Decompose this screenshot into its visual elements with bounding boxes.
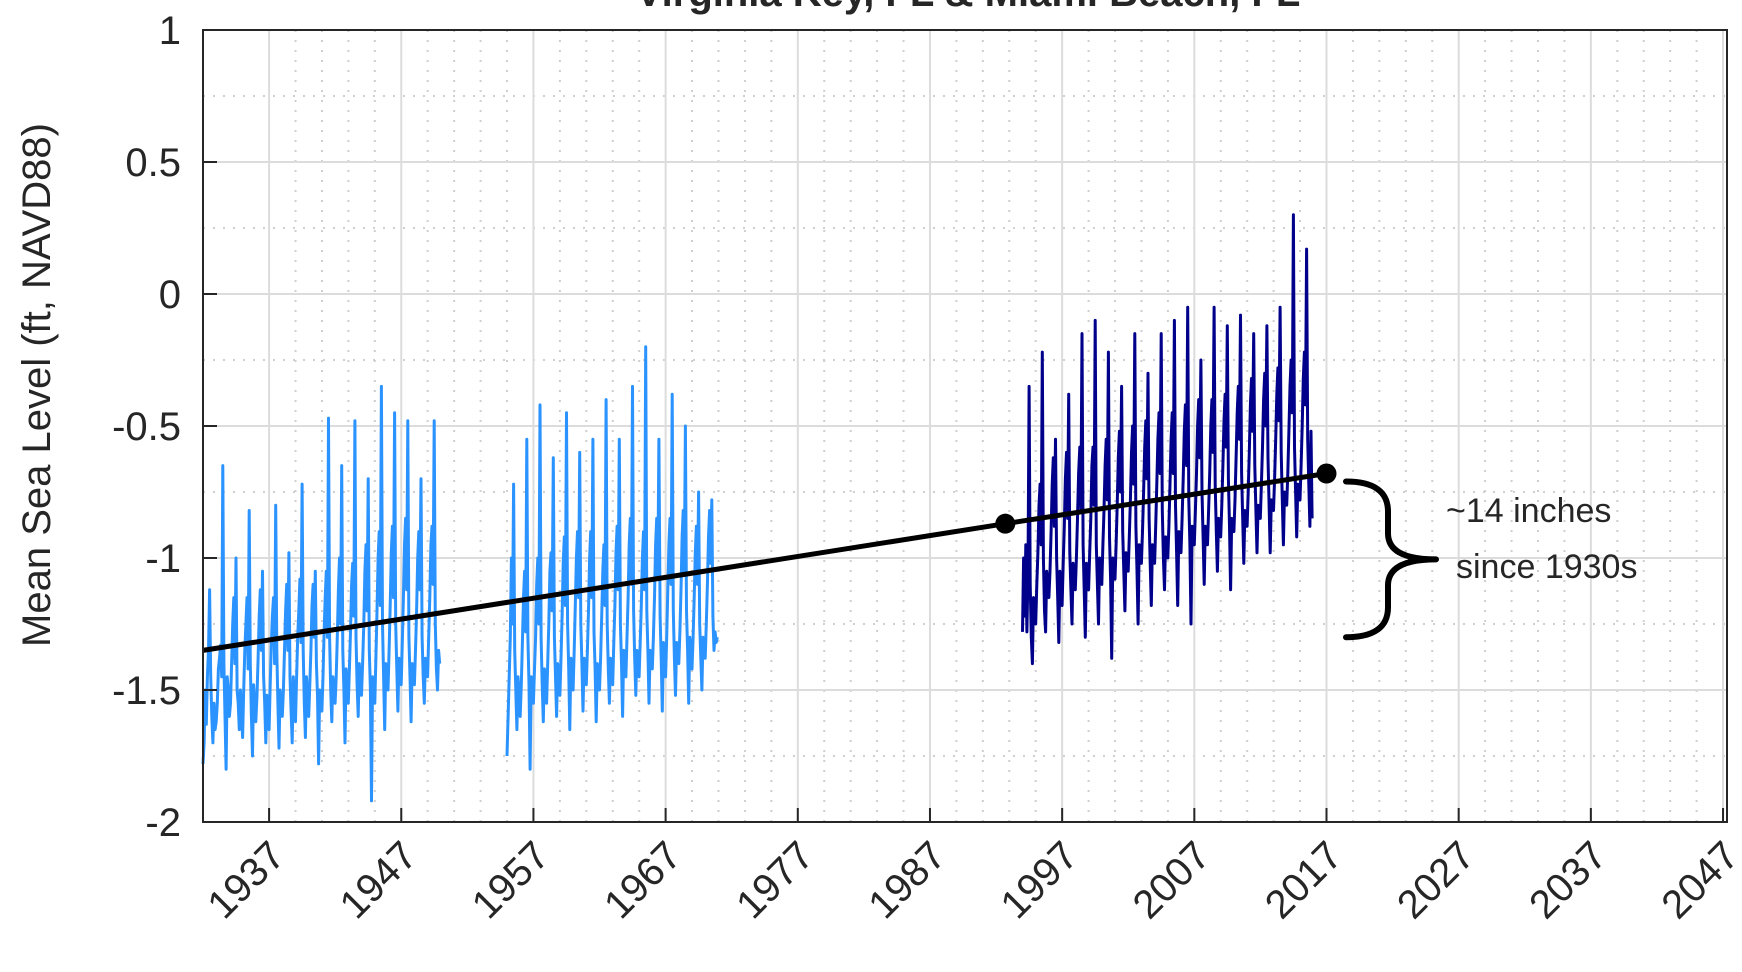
chart-title: Virginia Key, FL & Miami Beach, FL xyxy=(636,0,1301,15)
y-tick-label: -0.5 xyxy=(112,405,181,449)
series-line-3 xyxy=(1021,213,1314,666)
x-tick-labels: 1937 1947 1957 1967 1977 1987 1997 2007 2017 2027… xyxy=(199,833,1742,927)
y-axis-label: Mean Sea Level (ft, NAVD88) xyxy=(15,123,59,647)
x-tick-label: 1947 xyxy=(332,833,426,927)
x-tick-label: 1937 xyxy=(199,833,293,927)
brace-bracket xyxy=(1343,478,1439,641)
annotation-layer: ~14 inches since 1930s xyxy=(1343,478,1637,641)
y-tick-label: -2 xyxy=(145,801,181,845)
x-tick-label: 1987 xyxy=(860,833,954,927)
y-tick-labels: 1 0.5 0 -0.5 -1 -1.5 -2 xyxy=(112,9,181,845)
annotation-line-2: since 1930s xyxy=(1456,548,1637,586)
series-layer xyxy=(201,213,1314,803)
x-tick-label: 1977 xyxy=(728,833,822,927)
major-grid xyxy=(203,30,1727,822)
x-tick-label: 2037 xyxy=(1521,833,1615,927)
y-tick-label: 0.5 xyxy=(125,141,181,185)
x-tick-label: 1967 xyxy=(596,833,690,927)
y-tick-label: 0 xyxy=(159,273,181,317)
x-tick-label: 2017 xyxy=(1257,833,1351,927)
x-tick-label: 1957 xyxy=(464,833,558,927)
y-tick-label: 1 xyxy=(159,9,181,53)
x-tick-label: 2007 xyxy=(1125,833,1219,927)
y-tick-label: -1.5 xyxy=(112,669,181,713)
x-tick-label: 1997 xyxy=(992,833,1086,927)
trend-marker xyxy=(995,513,1016,534)
x-tick-label: 2047 xyxy=(1653,833,1742,927)
series-line-1 xyxy=(201,384,442,803)
ticks-layer xyxy=(203,29,1725,823)
trend-layer xyxy=(202,463,1337,653)
trend-marker xyxy=(1316,463,1337,484)
annotation-line-1: ~14 inches xyxy=(1446,492,1611,530)
y-tick-label: -1 xyxy=(145,537,181,581)
series-line-2 xyxy=(505,345,719,771)
x-tick-label: 2027 xyxy=(1389,833,1483,927)
